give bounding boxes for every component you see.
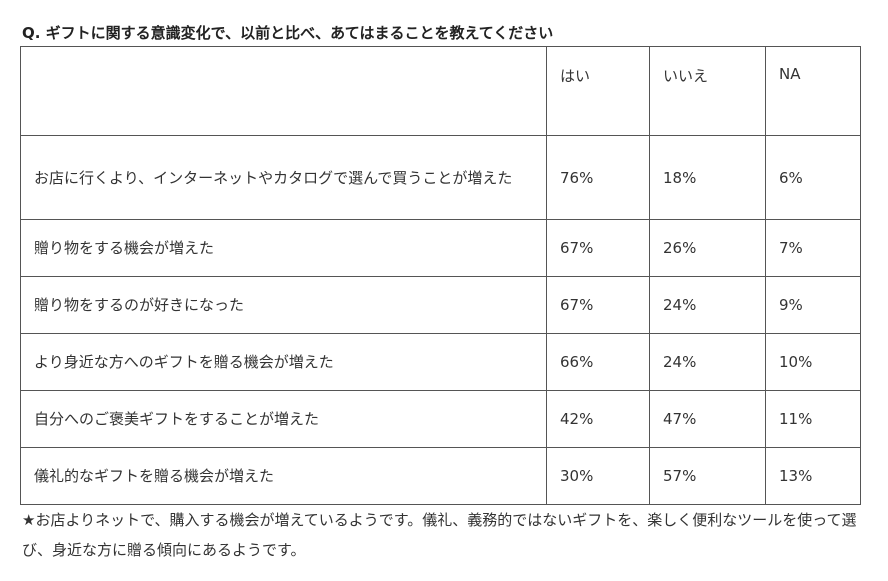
row-na-value: 10% xyxy=(765,333,861,391)
table-row: 贈り物をする機会が増えた 67% 26% 7% xyxy=(20,219,861,277)
row-na-value: 13% xyxy=(765,447,861,505)
row-na-value: 11% xyxy=(765,390,861,448)
table-row: 贈り物をするのが好きになった 67% 24% 9% xyxy=(20,276,861,334)
row-no-value: 18% xyxy=(649,135,766,220)
table-row: 儀礼的なギフトを贈る機会が増えた 30% 57% 13% xyxy=(20,447,861,505)
row-no-value: 24% xyxy=(649,333,766,391)
survey-results-table: はい いいえ NA お店に行くより、インターネットやカタログで選んで買うことが増… xyxy=(20,46,861,505)
row-na-value: 6% xyxy=(765,135,861,220)
row-yes-value: 67% xyxy=(546,219,650,277)
header-question xyxy=(20,46,547,136)
row-yes-value: 30% xyxy=(546,447,650,505)
row-question: 贈り物をする機会が増えた xyxy=(20,219,547,277)
table-row: 自分へのご褒美ギフトをすることが増えた 42% 47% 11% xyxy=(20,390,861,448)
table-row: より身近な方へのギフトを贈る機会が増えた 66% 24% 10% xyxy=(20,333,861,391)
row-yes-value: 76% xyxy=(546,135,650,220)
row-question: 贈り物をするのが好きになった xyxy=(20,276,547,334)
header-na: NA xyxy=(765,46,861,136)
table-header-row: はい いいえ NA xyxy=(20,46,861,136)
row-no-value: 24% xyxy=(649,276,766,334)
row-yes-value: 67% xyxy=(546,276,650,334)
row-question: 儀礼的なギフトを贈る機会が増えた xyxy=(20,447,547,505)
row-na-value: 9% xyxy=(765,276,861,334)
row-yes-value: 42% xyxy=(546,390,650,448)
row-no-value: 47% xyxy=(649,390,766,448)
summary-note: ★お店よりネットで、購入する機会が増えているようです。儀礼、義務的ではないギフト… xyxy=(22,511,857,559)
header-yes: はい xyxy=(546,46,650,136)
header-no: いいえ xyxy=(649,46,766,136)
question-title: Q. ギフトに関する意識変化で、以前と比べ、あてはまることを教えてください xyxy=(22,24,554,42)
row-na-value: 7% xyxy=(765,219,861,277)
row-question: 自分へのご褒美ギフトをすることが増えた xyxy=(20,390,547,448)
table-row: お店に行くより、インターネットやカタログで選んで買うことが増えた 76% 18%… xyxy=(20,135,861,220)
row-no-value: 57% xyxy=(649,447,766,505)
row-question: より身近な方へのギフトを贈る機会が増えた xyxy=(20,333,547,391)
row-no-value: 26% xyxy=(649,219,766,277)
row-question: お店に行くより、インターネットやカタログで選んで買うことが増えた xyxy=(20,135,547,220)
row-yes-value: 66% xyxy=(546,333,650,391)
